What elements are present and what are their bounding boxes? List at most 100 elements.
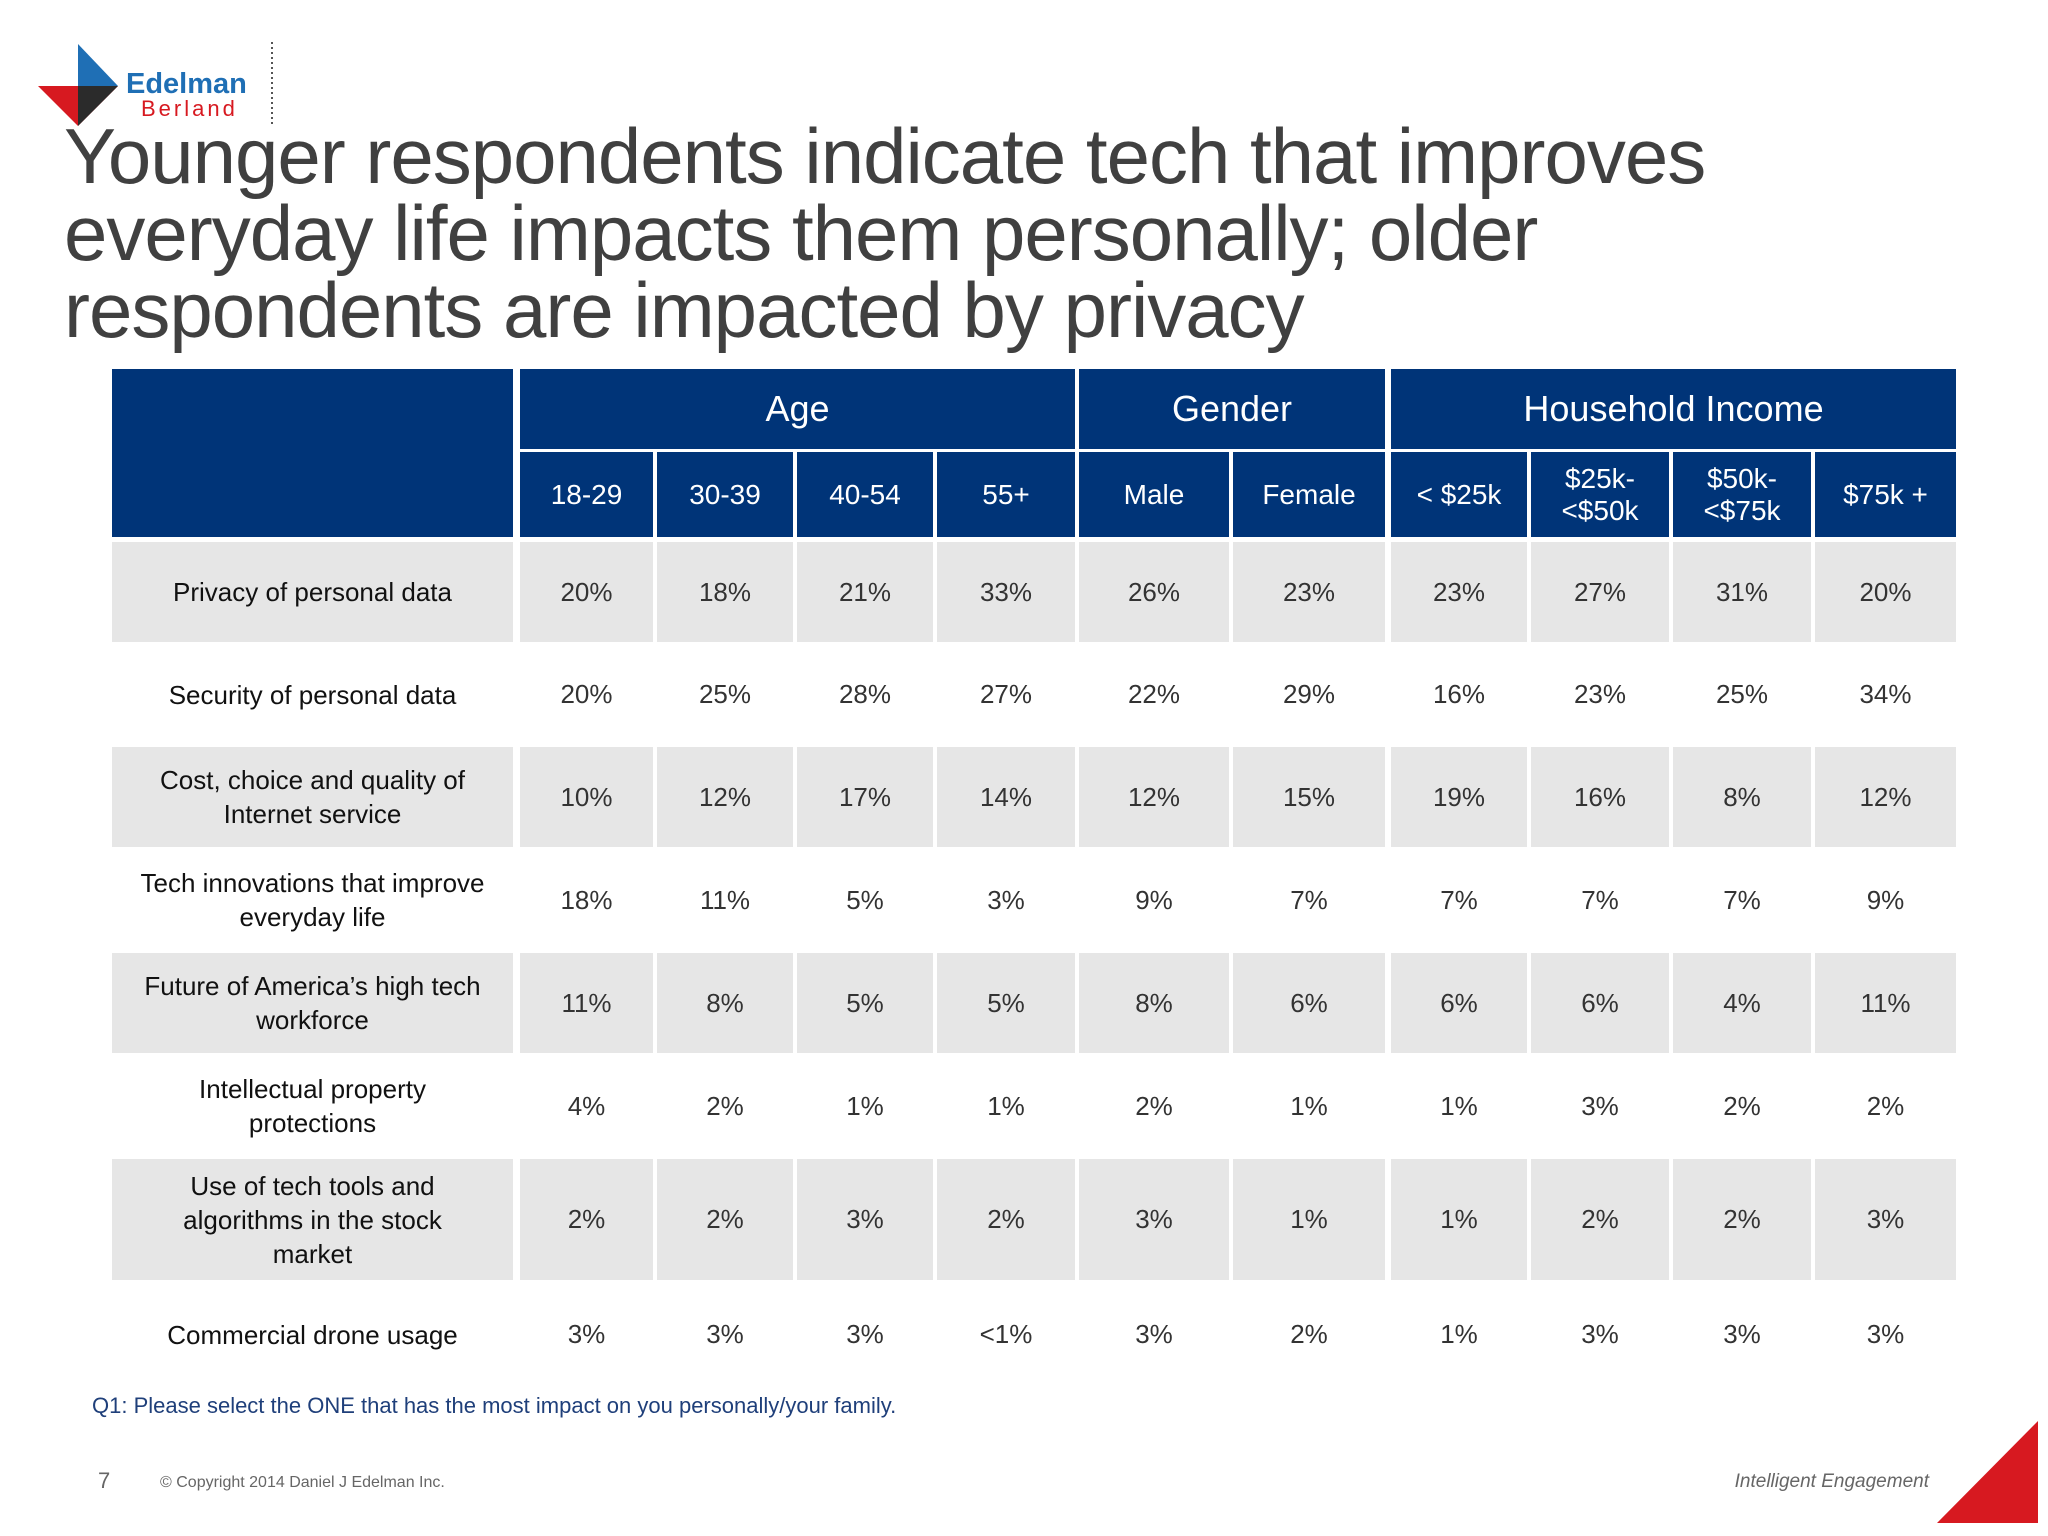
logo-name: Edelman xyxy=(126,68,247,100)
table-cell: 2% xyxy=(1135,1090,1173,1121)
table-cell: 20% xyxy=(520,542,653,642)
table-cell: 3% xyxy=(1866,1319,1905,1349)
table-cell: 20% xyxy=(1815,542,1956,642)
table-cell: 7% xyxy=(1723,884,1761,915)
table-cell: 5% xyxy=(797,953,933,1053)
table-cell: 2% xyxy=(1673,1159,1811,1280)
column-header: Male xyxy=(1079,452,1229,537)
table-cell: 18% xyxy=(560,884,613,915)
table-cell: 23% xyxy=(1391,542,1527,642)
table-cell: 27% xyxy=(979,679,1033,709)
table-cell: 1% xyxy=(846,1090,884,1121)
table-cell: <1% xyxy=(979,1319,1033,1349)
column-header: 40-54 xyxy=(797,452,933,537)
table-cell: 1% xyxy=(1233,1159,1385,1280)
table-cell: 2% xyxy=(1531,1159,1669,1280)
table-cell: 25% xyxy=(698,679,752,709)
table-cell: 2% xyxy=(1866,1090,1905,1121)
table-cell: 10% xyxy=(520,747,653,847)
table-cell: 12% xyxy=(657,747,793,847)
table-cell: 16% xyxy=(1432,679,1486,709)
table-cell: 3% xyxy=(1079,1159,1229,1280)
table-cell: 4% xyxy=(1673,953,1811,1053)
table-cell: 9% xyxy=(1866,884,1905,915)
table-cell: 3% xyxy=(987,884,1025,915)
table-cell: 3% xyxy=(846,1319,884,1349)
column-header: 18-29 xyxy=(520,452,653,537)
table-cell: 6% xyxy=(1391,953,1527,1053)
group-header: Age xyxy=(520,369,1075,449)
table-cell: 6% xyxy=(1531,953,1669,1053)
column-header: 55+ xyxy=(937,452,1075,537)
table-cell: 2% xyxy=(1290,1319,1328,1349)
table-cell: 5% xyxy=(937,953,1075,1053)
row-label: Intellectual property protections xyxy=(199,1074,426,1138)
table-cell: 2% xyxy=(657,1159,793,1280)
table-cell: 18% xyxy=(657,542,793,642)
table-cell: 22% xyxy=(1127,679,1181,709)
copyright: © Copyright 2014 Daniel J Edelman Inc. xyxy=(160,1474,445,1491)
table-cell: 20% xyxy=(560,679,613,709)
table-cell: 12% xyxy=(1815,747,1956,847)
table-cell: 9% xyxy=(1135,884,1173,915)
table-cell: 15% xyxy=(1233,747,1385,847)
table-cell: 2% xyxy=(706,1090,744,1121)
table-cell: 16% xyxy=(1531,747,1669,847)
header-corner xyxy=(112,369,513,537)
table-cell: 1% xyxy=(1290,1090,1328,1121)
column-header: < $25k xyxy=(1391,452,1527,537)
table-cell: 12% xyxy=(1079,747,1229,847)
table-cell: 1% xyxy=(1440,1319,1478,1349)
column-header: $75k + xyxy=(1815,452,1956,537)
table-cell: 8% xyxy=(657,953,793,1053)
table-cell: 11% xyxy=(520,953,653,1053)
table-cell: 2% xyxy=(1723,1090,1761,1121)
table-cell: 6% xyxy=(1233,953,1385,1053)
table-cell: 29% xyxy=(1282,679,1336,709)
table-cell: 3% xyxy=(1723,1319,1761,1349)
row-label: Commercial drone usage xyxy=(167,1319,458,1350)
table-cell: 14% xyxy=(937,747,1075,847)
row-label: Security of personal data xyxy=(168,679,457,710)
row-label: Future of America’s high tech workforce xyxy=(112,953,513,1053)
table-cell: 11% xyxy=(699,884,751,915)
table-cell: 3% xyxy=(797,1159,933,1280)
table-cell: 23% xyxy=(1573,679,1627,709)
table-cell: 23% xyxy=(1233,542,1385,642)
table-cell: 4% xyxy=(567,1090,606,1121)
row-label: Tech innovations that improve everyday l… xyxy=(140,868,485,932)
table-cell: 7% xyxy=(1440,884,1478,915)
logo-sub: Berland xyxy=(141,96,238,121)
table-cell: 1% xyxy=(1440,1090,1478,1121)
table-cell: 3% xyxy=(706,1319,744,1349)
table-cell: 5% xyxy=(846,884,884,915)
row-label: Cost, choice and quality of Internet ser… xyxy=(112,747,513,847)
table-cell: 8% xyxy=(1079,953,1229,1053)
table-cell: 28% xyxy=(838,679,892,709)
table-cell: 34% xyxy=(1859,679,1912,709)
table-cell: 3% xyxy=(1581,1319,1619,1349)
table-cell: 7% xyxy=(1290,884,1328,915)
row-label: Privacy of personal data xyxy=(112,542,513,642)
page-number: 7 xyxy=(98,1468,111,1493)
column-header: Female xyxy=(1233,452,1385,537)
table-cell: 2% xyxy=(520,1159,653,1280)
table-cell: 19% xyxy=(1391,747,1527,847)
table-cell: 27% xyxy=(1531,542,1669,642)
table-cell: 3% xyxy=(1581,1090,1619,1121)
group-header: Gender xyxy=(1079,369,1385,449)
table-cell: 31% xyxy=(1673,542,1811,642)
table-cell: 1% xyxy=(987,1090,1025,1121)
table-cell: 33% xyxy=(937,542,1075,642)
footnote: Q1: Please select the ONE that has the m… xyxy=(92,1393,897,1418)
table-cell: 3% xyxy=(1135,1319,1173,1349)
column-header: $25k- <$50k xyxy=(1531,452,1669,537)
corner-triangle xyxy=(1937,1421,2038,1523)
table-cell: 26% xyxy=(1079,542,1229,642)
table-cell: 8% xyxy=(1673,747,1811,847)
table-cell: 1% xyxy=(1391,1159,1527,1280)
table-cell: 21% xyxy=(797,542,933,642)
group-header: Household Income xyxy=(1391,369,1956,449)
column-header: 30-39 xyxy=(657,452,793,537)
